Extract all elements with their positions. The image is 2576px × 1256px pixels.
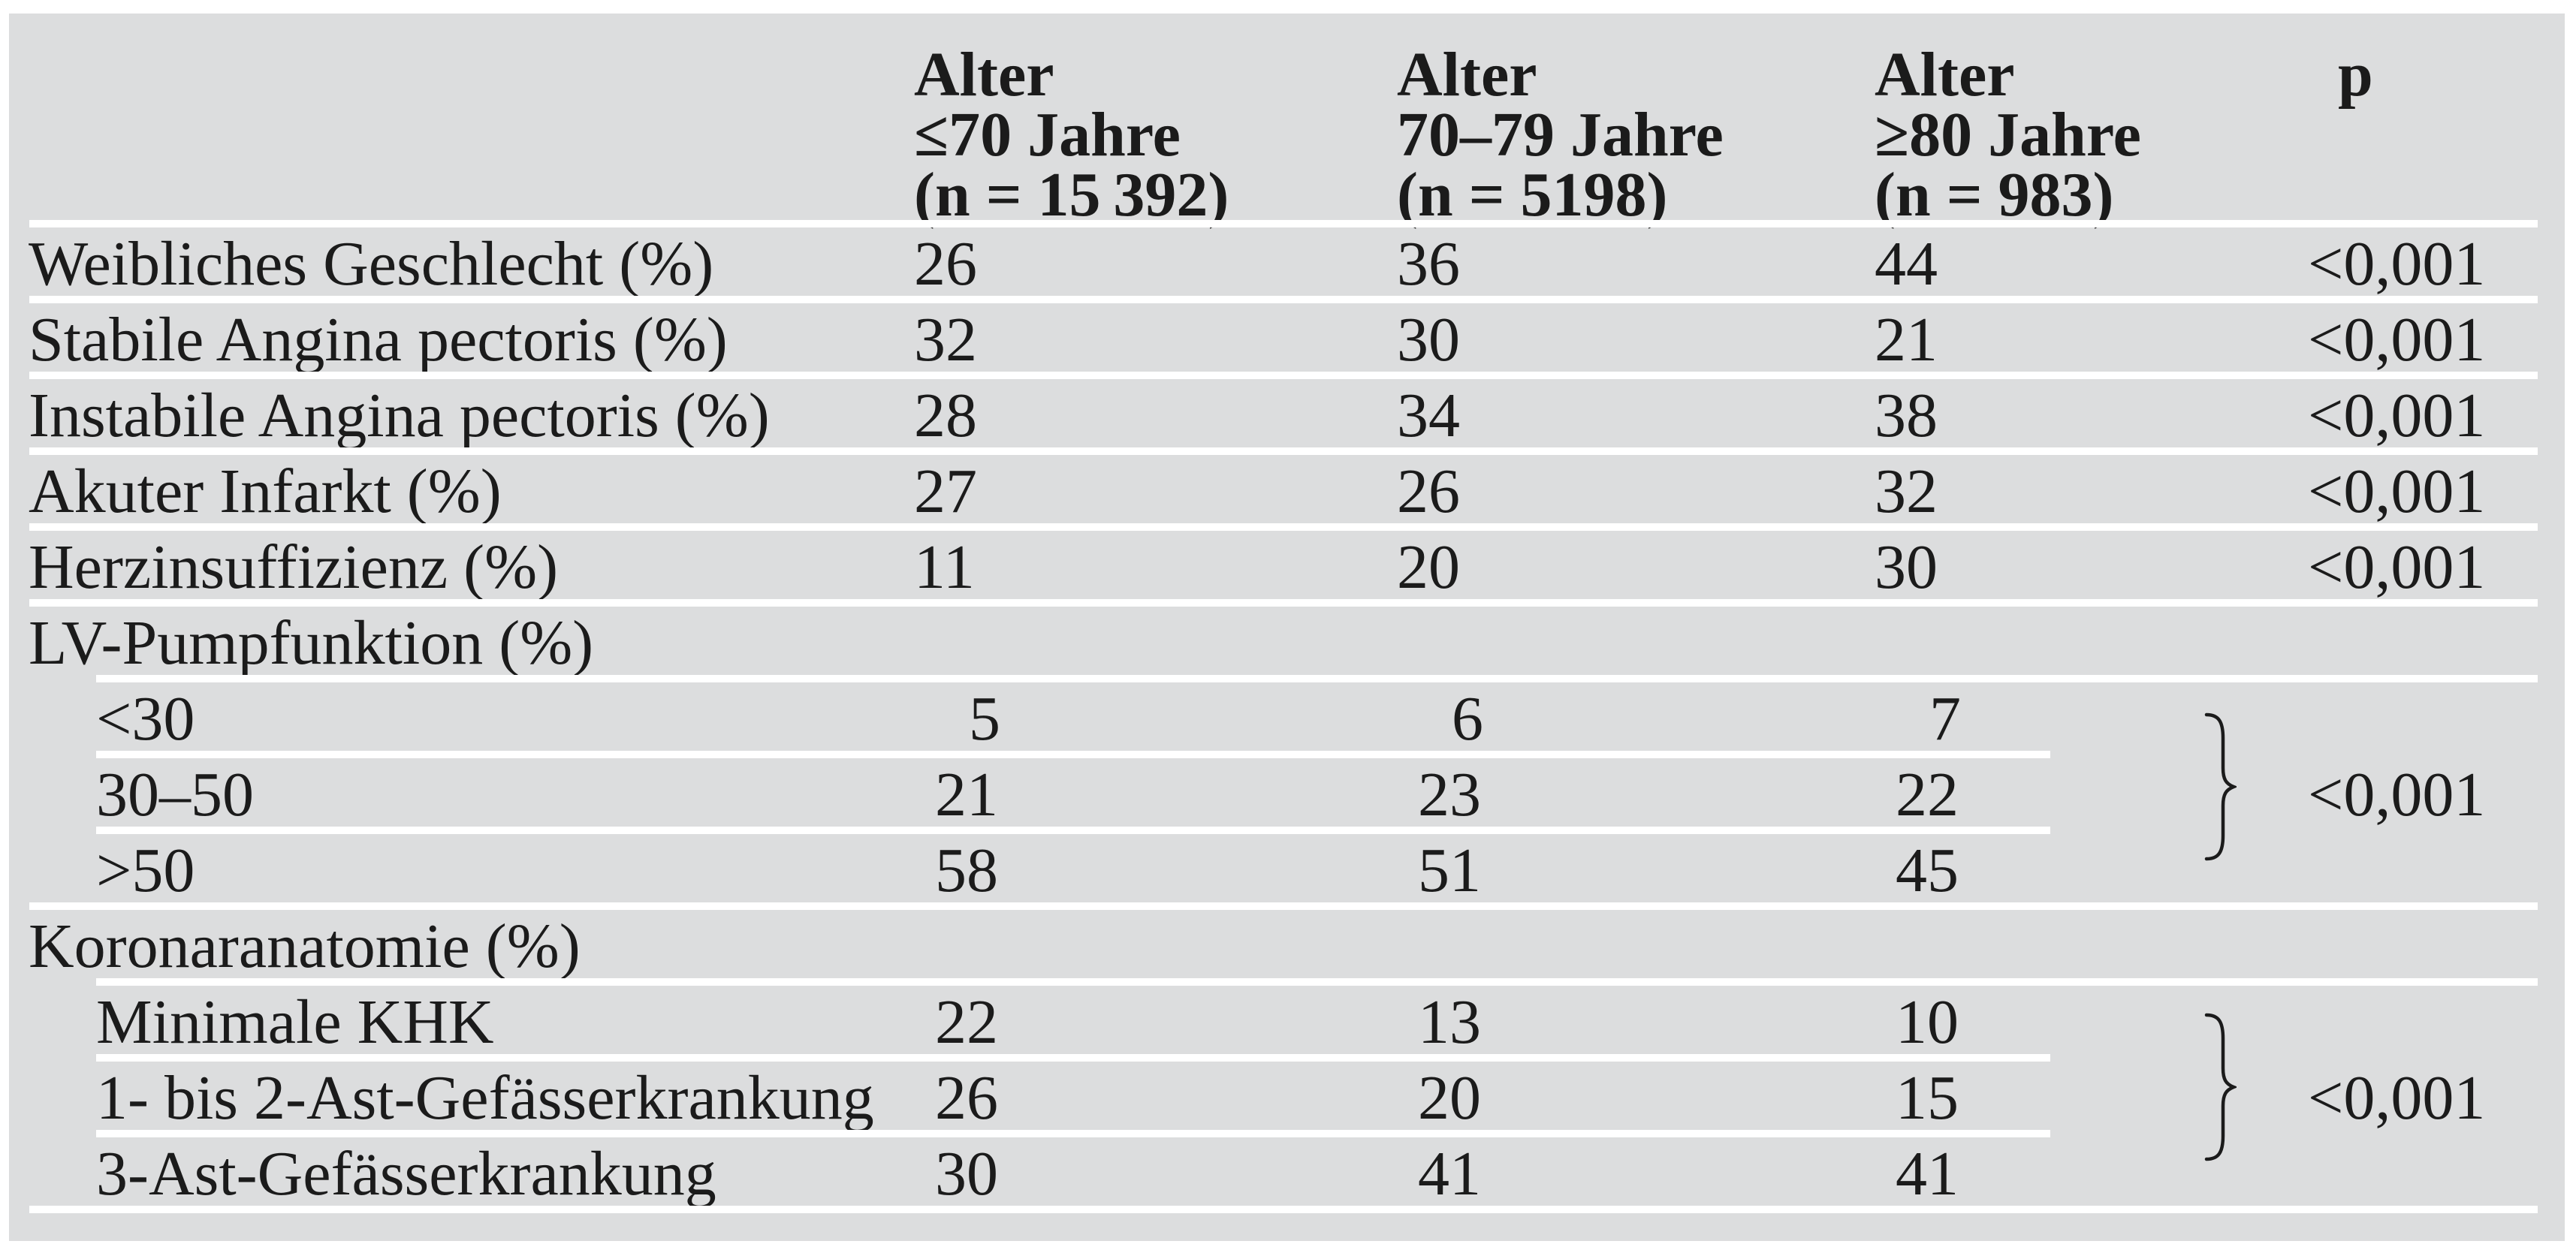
- header-line: 70–79 Jahre: [1397, 100, 1724, 170]
- patient-characteristics-table: Alter ≤70 Jahre (n = 15 392) Alter 70–79…: [9, 14, 2565, 1241]
- table-row: Herzinsuffizienz (%) 11 20 30 <0,001: [9, 523, 2565, 602]
- value-age-ge80: 15: [1896, 1063, 1959, 1133]
- value-age-ge80: 44: [1875, 229, 1938, 299]
- value-age-ge80: 32: [1875, 456, 1938, 526]
- value-age-le70: 26: [914, 229, 977, 299]
- value-age-70-79: 6: [1452, 684, 1483, 754]
- value-age-le70: 11: [914, 532, 975, 602]
- value-age-ge80: 10: [1896, 987, 1959, 1057]
- value-age-le70: 26: [935, 1063, 998, 1133]
- header-line: (n = 5198): [1397, 160, 1668, 230]
- value-age-70-79: 36: [1397, 229, 1460, 299]
- value-age-70-79: 26: [1397, 456, 1460, 526]
- subrow-label: <30: [96, 684, 195, 754]
- value-age-ge80: 45: [1896, 836, 1959, 905]
- row-label: Stabile Angina pectoris (%): [29, 305, 728, 375]
- koronar-group-brace-icon: [2200, 1011, 2237, 1163]
- column-header-age-le70: Alter ≤70 Jahre (n = 15 392): [914, 40, 1229, 230]
- subrow-label: 30–50: [96, 760, 254, 830]
- header-line: Alter: [914, 40, 1054, 110]
- table-subrow: 1- bis 2-Ast-Gefässerkrankung 26 20 15 <…: [9, 1054, 2565, 1133]
- value-age-70-79: 30: [1397, 305, 1460, 375]
- value-age-70-79: 20: [1397, 532, 1460, 602]
- header-line: (n = 15 392): [914, 160, 1229, 230]
- column-header-age-ge80: Alter ≥80 Jahre (n = 983): [1875, 40, 2141, 230]
- subrow-label: 3-Ast-Gefässerkrankung: [96, 1139, 716, 1209]
- value-age-le70: 32: [914, 305, 977, 375]
- value-age-70-79: 34: [1397, 381, 1460, 450]
- column-header-age-70-79: Alter 70–79 Jahre (n = 5198): [1397, 40, 1724, 230]
- row-separator: [96, 751, 2050, 758]
- row-separator: [29, 599, 2538, 607]
- value-age-le70: 5: [969, 684, 1000, 754]
- row-separator: [29, 296, 2538, 303]
- group-label: LV-Pumpfunktion (%): [29, 608, 594, 678]
- row-separator: [29, 1206, 2538, 1213]
- table-row: Weibliches Geschlecht (%) 26 36 44 <0,00…: [9, 220, 2565, 299]
- value-age-le70: 58: [935, 836, 998, 905]
- table-row: Akuter Infarkt (%) 27 26 32 <0,001: [9, 447, 2565, 526]
- row-separator: [29, 902, 2538, 910]
- header-line: (n = 983): [1875, 160, 2114, 230]
- table-group-header-row: LV-Pumpfunktion (%): [9, 599, 2565, 678]
- value-age-le70: 30: [935, 1139, 998, 1209]
- subrow-label: 1- bis 2-Ast-Gefässerkrankung: [96, 1063, 874, 1133]
- p-value: <0,001: [2308, 456, 2486, 526]
- p-value: <0,001: [2308, 532, 2486, 602]
- row-separator: [96, 978, 2538, 986]
- row-separator: [96, 675, 2538, 682]
- table-group-header-row: Koronaranatomie (%): [9, 902, 2565, 981]
- table-header-row: Alter ≤70 Jahre (n = 15 392) Alter 70–79…: [9, 14, 2565, 227]
- table-subrow: <30 5 6 7: [9, 675, 2565, 754]
- value-age-70-79: 20: [1418, 1063, 1481, 1133]
- value-age-le70: 22: [935, 987, 998, 1057]
- row-separator: [29, 372, 2538, 379]
- row-separator: [29, 220, 2538, 227]
- p-value: <0,001: [2308, 381, 2486, 450]
- row-separator: [96, 1130, 2050, 1137]
- row-label: Akuter Infarkt (%): [29, 456, 502, 526]
- table-footer: [9, 1206, 2565, 1241]
- value-age-ge80: 30: [1875, 532, 1938, 602]
- value-age-ge80: 21: [1875, 305, 1938, 375]
- table-subrow: >50 58 51 45: [9, 827, 2565, 905]
- header-line: Alter: [1397, 40, 1537, 110]
- row-label: Instabile Angina pectoris (%): [29, 381, 770, 450]
- row-label: Weibliches Geschlecht (%): [29, 229, 714, 299]
- table-subrow: 3-Ast-Gefässerkrankung 30 41 41: [9, 1130, 2565, 1209]
- table-subrow: Minimale KHK 22 13 10: [9, 978, 2565, 1057]
- value-age-le70: 21: [935, 760, 998, 830]
- p-value: <0,001: [2308, 305, 2486, 375]
- value-age-ge80: 7: [1929, 684, 1961, 754]
- value-age-le70: 27: [914, 456, 977, 526]
- p-value: <0,001: [2308, 229, 2486, 299]
- row-separator: [29, 523, 2538, 531]
- row-label: Herzinsuffizienz (%): [29, 532, 559, 602]
- value-age-70-79: 41: [1418, 1139, 1481, 1209]
- value-age-ge80: 38: [1875, 381, 1938, 450]
- row-separator: [96, 1054, 2050, 1062]
- subrow-label: >50: [96, 836, 195, 905]
- table-subrow: 30–50 21 23 22 <0,001: [9, 751, 2565, 830]
- row-separator: [96, 827, 2050, 834]
- header-line: ≥80 Jahre: [1875, 100, 2141, 170]
- table-row: Stabile Angina pectoris (%) 32 30 21 <0,…: [9, 296, 2565, 375]
- subrow-label: Minimale KHK: [96, 987, 494, 1057]
- row-separator: [29, 447, 2538, 455]
- group-label: Koronaranatomie (%): [29, 911, 581, 981]
- value-age-ge80: 41: [1896, 1139, 1959, 1209]
- group-p-value: <0,001: [2308, 1063, 2486, 1133]
- value-age-70-79: 13: [1418, 987, 1481, 1057]
- header-line: Alter: [1875, 40, 2015, 110]
- lv-group-brace-icon: [2200, 711, 2237, 863]
- group-p-value: <0,001: [2308, 760, 2486, 830]
- value-age-ge80: 22: [1896, 760, 1959, 830]
- table-row: Instabile Angina pectoris (%) 28 34 38 <…: [9, 372, 2565, 450]
- header-line: ≤70 Jahre: [914, 100, 1181, 170]
- value-age-70-79: 23: [1418, 760, 1481, 830]
- value-age-70-79: 51: [1418, 836, 1481, 905]
- column-header-p-value: p: [2338, 40, 2373, 110]
- value-age-le70: 28: [914, 381, 977, 450]
